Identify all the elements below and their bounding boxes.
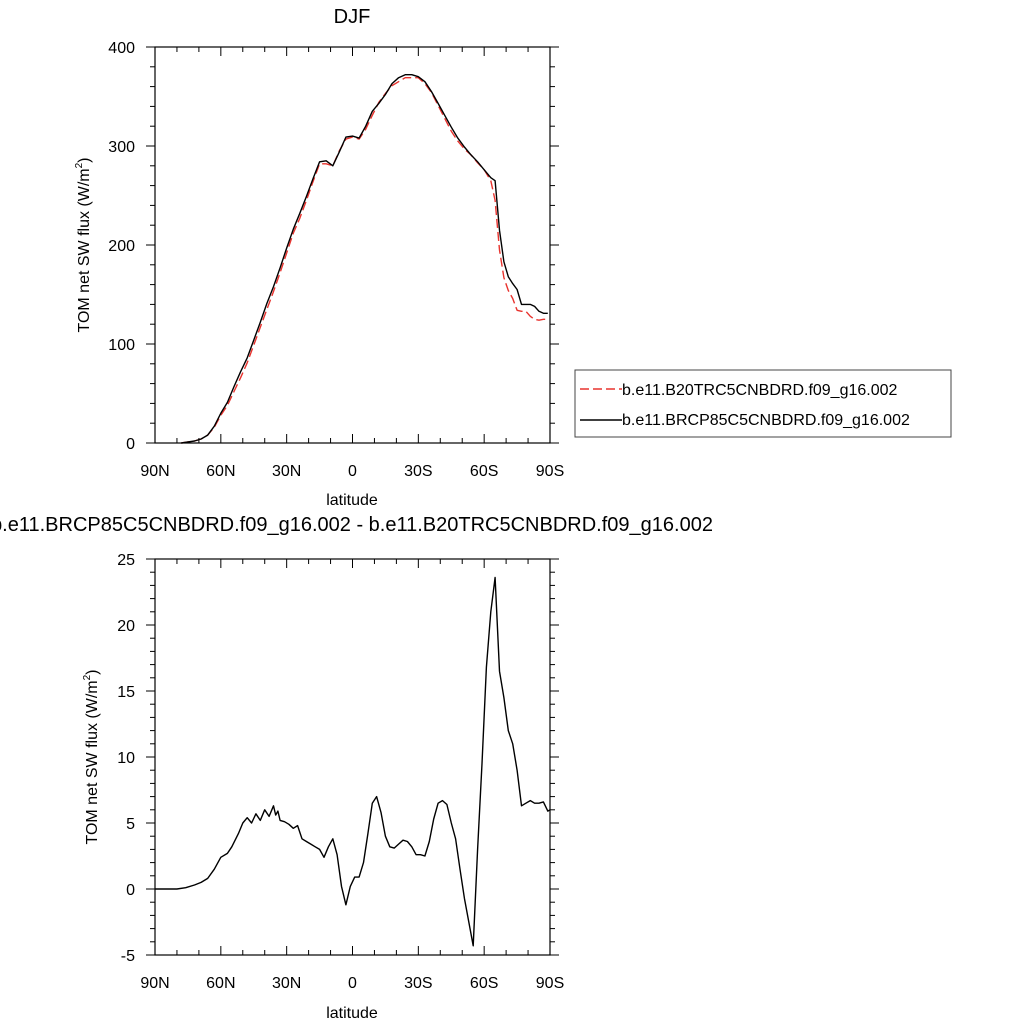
top-x-axis-label: latitude — [326, 492, 378, 509]
bottom-y-tick-label: 20 — [117, 618, 135, 635]
top-y-tick-label: 200 — [108, 238, 135, 255]
bottom-y-axis-label-text: TOM net SW flux (W/m — [84, 680, 101, 844]
top-x-tick-label: 90N — [140, 463, 169, 480]
bottom-chart: b.e11.BRCP85C5CNBDRD.f09_g16.002 - b.e11… — [0, 514, 713, 1022]
bottom-series-line-1 — [155, 576, 551, 947]
top-x-tick-label: 0 — [348, 463, 357, 480]
bottom-series-layer — [155, 576, 551, 947]
bottom-y-tick-label: 5 — [126, 816, 135, 833]
top-y-axis-label-text: TOM net SW flux (W/m — [76, 168, 93, 332]
bottom-y-tick-label: 10 — [117, 750, 135, 767]
top-x-tick-label: 30N — [272, 463, 301, 480]
top-series-layer — [181, 74, 548, 444]
top-chart: DJF 90N 60N 30N 0 30S 60S 90S 0 100 200 300 400 lat… — [74, 6, 952, 509]
bottom-y-tick-label: 25 — [117, 552, 135, 569]
top-chart-title: DJF — [334, 6, 371, 28]
bottom-x-tick-label: 0 — [348, 975, 357, 992]
top-x-tick-label: 60S — [470, 463, 498, 480]
top-y-tick-label: 100 — [108, 337, 135, 354]
bottom-x-axis-label: latitude — [326, 1005, 378, 1022]
top-x-tick-label: 90S — [536, 463, 564, 480]
legend-label-series-1: b.e11.B20TRC5CNBDRD.f09_g16.002 — [622, 382, 898, 399]
top-y-axis-label: TOM net SW flux (W/m2) — [74, 157, 93, 332]
bottom-y-axis-label: TOM net SW flux (W/m2) — [82, 669, 101, 844]
bottom-x-tick-label: 60N — [206, 975, 235, 992]
bottom-y-tick-label: 0 — [126, 882, 135, 899]
top-series-line-2 — [181, 74, 548, 444]
top-y-axis-label-superscript: 2 — [74, 162, 85, 168]
top-x-tick-label: 60N — [206, 463, 235, 480]
bottom-y-tick-label: 15 — [117, 684, 135, 701]
bottom-y-axis-label-superscript: 2 — [82, 674, 93, 680]
bottom-x-tick-label: 30N — [272, 975, 301, 992]
top-series-line-1 — [181, 77, 548, 444]
top-tick-layer: 90N 60N 30N 0 30S 60S 90S 0 100 200 300 400 — [108, 40, 564, 480]
top-y-tick-label: 400 — [108, 40, 135, 57]
bottom-x-tick-label: 90S — [536, 975, 564, 992]
top-plot-frame — [154, 46, 551, 444]
bottom-x-tick-label: 60S — [470, 975, 498, 992]
top-x-tick-label: 30S — [404, 463, 432, 480]
top-y-tick-label: 0 — [126, 436, 135, 453]
bottom-y-tick-label: -5 — [121, 948, 135, 965]
legend-label-series-2: b.e11.BRCP85C5CNBDRD.f09_g16.002 — [622, 412, 910, 429]
bottom-x-tick-label: 90N — [140, 975, 169, 992]
top-y-tick-label: 300 — [108, 139, 135, 156]
legend-box — [574, 369, 952, 438]
bottom-y-axis-label-close: ) — [84, 669, 101, 674]
bottom-chart-title: b.e11.BRCP85C5CNBDRD.f09_g16.002 - b.e11… — [0, 514, 713, 536]
top-y-axis-label-close: ) — [76, 157, 93, 162]
legend: b.e11.B20TRC5CNBDRD.f09_g16.002 b.e11.BR… — [574, 369, 952, 438]
bottom-x-tick-label: 30S — [404, 975, 432, 992]
bottom-tick-layer: 90N 60N 30N 0 30S 60S 90S -5 0 5 10 15 20 25 — [117, 552, 564, 992]
